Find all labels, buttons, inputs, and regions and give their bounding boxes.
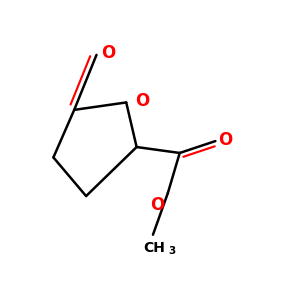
- Text: 3: 3: [168, 246, 175, 256]
- Text: CH: CH: [143, 241, 165, 255]
- Text: O: O: [135, 92, 149, 110]
- Text: O: O: [101, 44, 115, 62]
- Text: O: O: [218, 130, 233, 148]
- Text: O: O: [151, 196, 165, 214]
